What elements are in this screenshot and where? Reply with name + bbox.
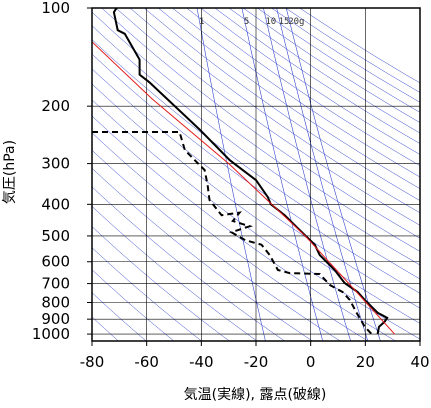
- dry-adiabat: [92, 205, 258, 341]
- profile-line: [92, 41, 395, 335]
- dry-adiabat: [92, 99, 420, 340]
- y-tick-label: 600: [41, 253, 70, 271]
- dry-adiabat: [285, 8, 420, 93]
- dry-adiabat: [92, 115, 397, 341]
- dry-adiabat: [92, 25, 420, 266]
- x-tick-label: 20: [356, 353, 375, 371]
- mixing-ratio-label: 5: [244, 17, 249, 27]
- dry-adiabat: [186, 8, 420, 166]
- mixing-ratio-label: 1: [199, 17, 204, 27]
- x-tick-label: 0: [306, 353, 316, 371]
- dry-adiabat: [101, 8, 420, 239]
- dry-adiabat: [92, 132, 369, 341]
- dry-adiabat: [92, 186, 286, 341]
- dry-adiabat: [214, 8, 420, 144]
- x-tick-label: 40: [410, 353, 429, 371]
- dry-adiabat: [115, 8, 420, 226]
- dry-adiabat: [200, 8, 420, 155]
- profiles: [92, 8, 395, 335]
- profile-line: [92, 131, 373, 335]
- dry-adiabat: [92, 83, 420, 324]
- dry-adiabat: [92, 316, 119, 341]
- y-tick-label: 300: [41, 155, 70, 173]
- dry-adiabat: [92, 68, 420, 309]
- dry-adiabat: [242, 8, 420, 123]
- x-tick-label: -40: [189, 353, 214, 371]
- dry-adiabat: [92, 39, 420, 280]
- dry-adiabat: [92, 53, 420, 294]
- dry-adiabat: [92, 269, 175, 341]
- x-tick-label: -80: [80, 353, 105, 371]
- dry-adiabat: [157, 8, 420, 189]
- y-tick-label: 200: [41, 97, 70, 115]
- mixing-ratio-line: [263, 8, 351, 341]
- y-tick-label: 500: [41, 227, 70, 245]
- y-tick-label: 1000: [32, 325, 70, 343]
- dry-adiabat: [92, 247, 203, 341]
- dry-adiabat: [92, 226, 230, 341]
- x-tick-label: -20: [244, 353, 269, 371]
- dry-adiabat: [271, 8, 420, 103]
- y-tick-label: 900: [41, 310, 70, 328]
- dry-adiabat: [299, 8, 420, 84]
- y-tick-label: 400: [41, 195, 70, 213]
- y-axis-label: 気圧(hPa): [2, 140, 18, 204]
- mixing-ratio-label: 10: [265, 17, 276, 27]
- x-axis-label: 気温(実線), 露点(破線): [184, 387, 327, 403]
- x-tick-label: -60: [134, 353, 159, 371]
- dry-adiabat: [172, 8, 420, 178]
- mixing-ratio-line: [196, 8, 266, 341]
- dry-adiabat: [143, 8, 420, 201]
- dry-adiabat: [92, 292, 147, 341]
- dry-adiabat: [92, 149, 341, 341]
- mixing-ratio-line: [276, 8, 369, 341]
- dry-adiabat: [92, 11, 420, 252]
- dry-adiabat: [129, 8, 420, 214]
- mixing-ratio-label: 20g: [288, 17, 304, 27]
- mixing-ratio-label: 15: [279, 17, 290, 27]
- y-tick-label: 100: [41, 0, 70, 17]
- y-tick-label: 800: [41, 293, 70, 311]
- y-tick-label: 700: [41, 275, 70, 293]
- profile-line: [112, 8, 389, 335]
- dry-adiabat: [92, 167, 313, 341]
